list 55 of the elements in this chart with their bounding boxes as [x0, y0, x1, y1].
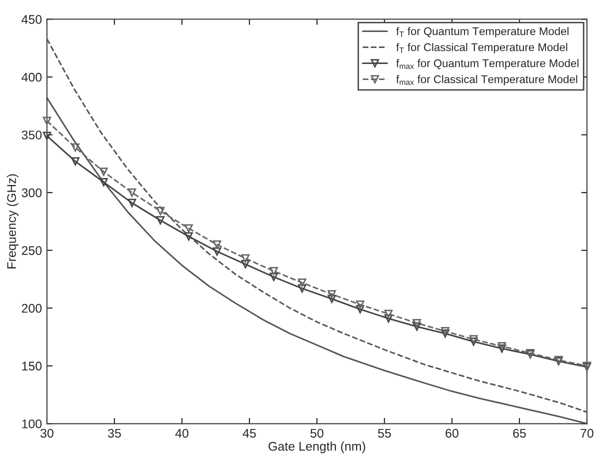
point — [270, 272, 278, 282]
point — [356, 305, 364, 314]
legend-label: f$_{max}$ for Classical Temperature Model — [396, 75, 578, 86]
x-tick-label: 70 — [580, 428, 594, 438]
y-tick-label: 250 — [22, 246, 42, 255]
point — [441, 327, 450, 336]
point — [212, 240, 222, 249]
x-axis-title: Gate Length (nm) — [268, 442, 366, 454]
point — [328, 290, 336, 298]
point — [128, 188, 136, 197]
legend-label: f$_{T}$ for Quantum Temperature Model — [396, 27, 568, 38]
y-tick-label: 300 — [22, 188, 42, 198]
point — [156, 206, 165, 216]
x-tick-label: 60 — [446, 428, 458, 438]
y-tick-label: 150 — [22, 362, 42, 371]
point — [184, 224, 193, 233]
point — [241, 254, 250, 263]
point — [498, 342, 506, 350]
point — [241, 260, 250, 268]
point — [184, 232, 193, 241]
legend-label: f$_{max}$ for Quantum Temperature Model — [396, 59, 578, 70]
point — [71, 143, 80, 152]
point — [99, 178, 108, 186]
x-tick-label: 35 — [108, 428, 121, 438]
point — [384, 310, 393, 318]
x-tick-label: 50 — [310, 428, 324, 438]
y-tick-label: 350 — [22, 130, 42, 140]
x-tick-label: 55 — [378, 428, 391, 438]
point — [99, 168, 108, 176]
point — [128, 198, 136, 208]
y-axis-title: Frequency (GHz) — [6, 174, 18, 268]
y-tick-label: 100 — [22, 419, 42, 428]
point — [71, 157, 80, 166]
x-tick-label: 65 — [513, 428, 526, 438]
point — [42, 116, 52, 126]
point — [42, 132, 52, 140]
point — [384, 314, 393, 323]
line-series — [46, 38, 588, 413]
y-tick-label: 450 — [22, 15, 42, 24]
y-tick-label: 200 — [22, 304, 42, 313]
x-tick-label: 45 — [242, 428, 256, 438]
point — [212, 247, 222, 256]
x-tick-label: 40 — [175, 428, 188, 438]
point — [270, 266, 278, 276]
point — [156, 216, 165, 224]
point — [412, 318, 422, 328]
point — [469, 335, 478, 344]
y-tick-label: 400 — [22, 72, 42, 82]
point — [356, 300, 364, 309]
point — [328, 294, 336, 304]
x-tick-label: 30 — [40, 428, 54, 438]
point — [298, 284, 306, 293]
point — [412, 322, 422, 331]
point — [298, 278, 306, 287]
legend-label: f$_{T}$ for Classical Temperature Model — [396, 43, 568, 54]
